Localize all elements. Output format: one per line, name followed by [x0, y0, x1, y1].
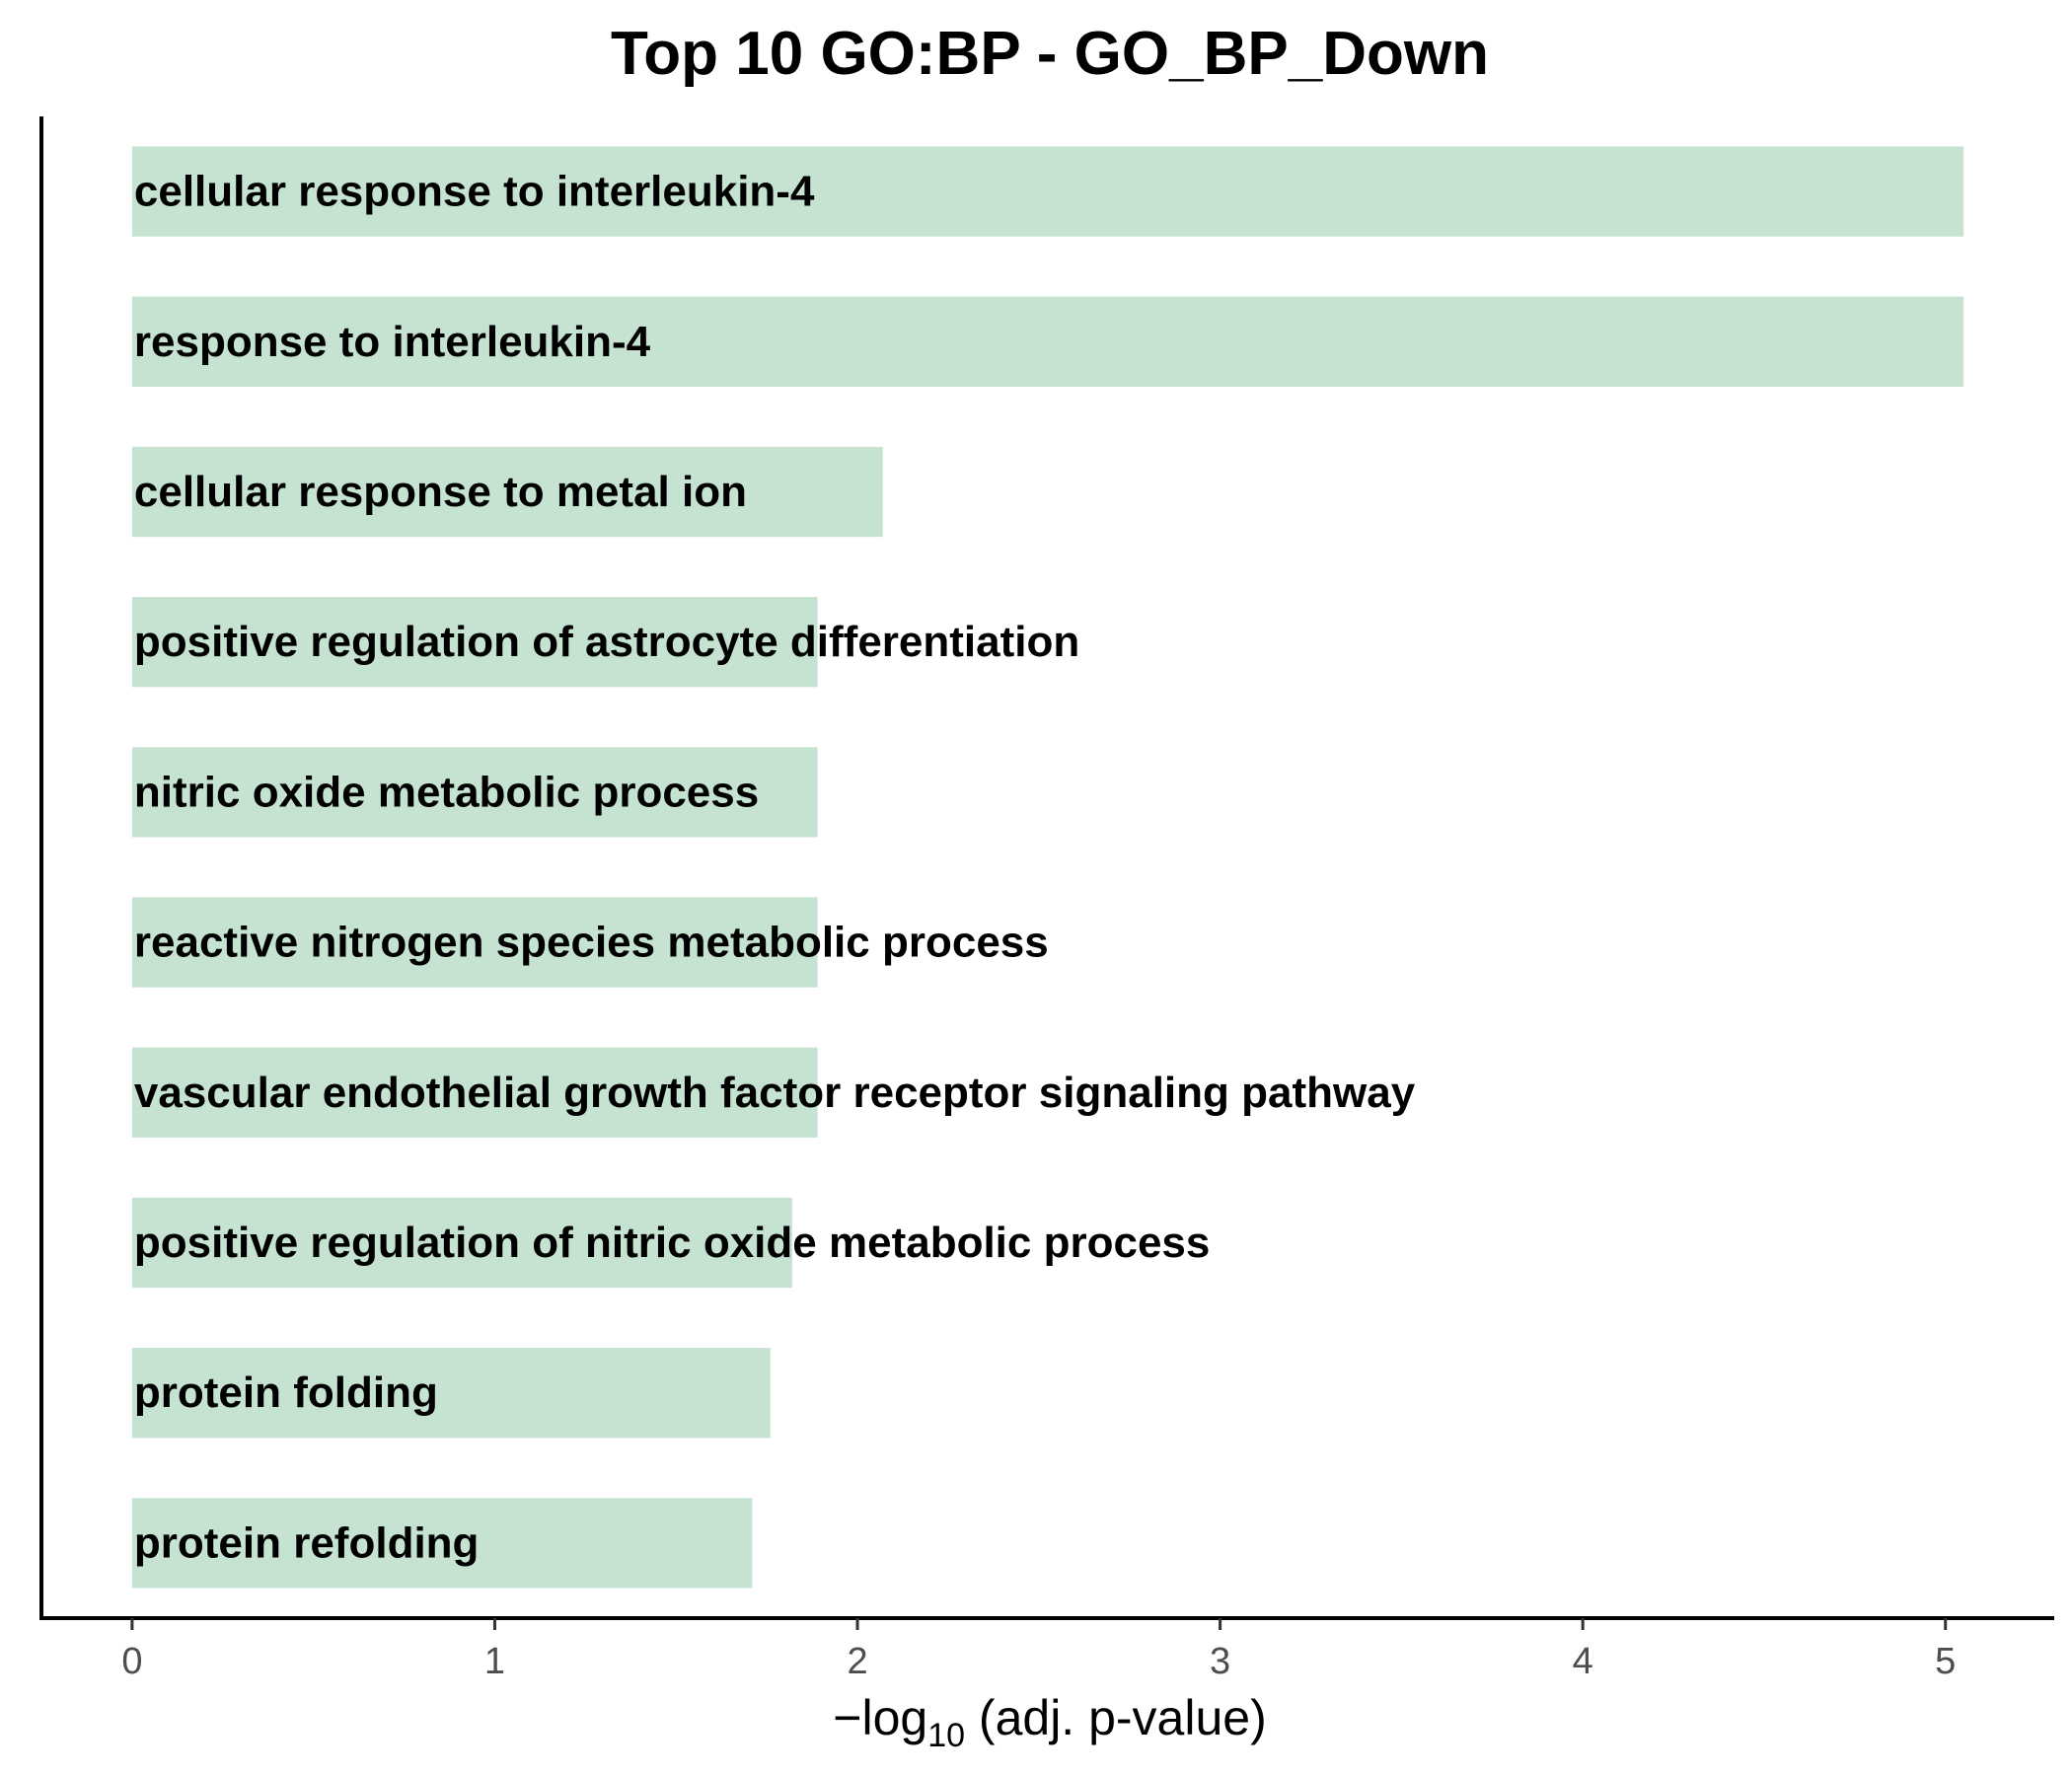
x-tick-label: 4 — [1573, 1641, 1593, 1682]
bar — [131, 897, 818, 988]
x-tick-label: 0 — [121, 1641, 142, 1682]
bar-label: protein refolding — [134, 1518, 480, 1567]
bar-label: cellular response to interleukin-4 — [134, 168, 815, 216]
bar-label: protein folding — [134, 1369, 438, 1417]
bar-label: cellular response to metal ion — [134, 468, 747, 516]
bars — [131, 146, 1964, 1589]
bar — [131, 296, 1964, 387]
x-tick-label: 3 — [1210, 1641, 1230, 1682]
bar-labels: cellular response to interleukin-4 respon… — [134, 168, 1416, 1568]
bar — [131, 446, 883, 538]
bar-label: positive regulation of nitric oxide meta… — [134, 1219, 1210, 1267]
bar-label: positive regulation of astrocyte differe… — [134, 618, 1079, 666]
bar — [131, 1498, 753, 1589]
x-axis-title: −log10 (adj. p-value) — [833, 1690, 1266, 1754]
bar — [131, 1348, 771, 1439]
bar-label: vascular endothelial growth factor recep… — [134, 1069, 1416, 1117]
bar-label: reactive nitrogen species metabolic proc… — [134, 919, 1049, 967]
bar-label: response to interleukin-4 — [134, 318, 651, 366]
x-axis-ticks: 0 1 2 3 4 5 — [121, 1618, 1956, 1682]
bar — [131, 146, 1964, 237]
bar — [131, 1047, 818, 1138]
x-tick-label: 2 — [847, 1641, 867, 1682]
bar — [131, 597, 818, 688]
bar — [131, 1197, 792, 1289]
x-tick-label: 5 — [1935, 1641, 1956, 1682]
bar — [131, 747, 818, 838]
x-tick-label: 1 — [484, 1641, 505, 1682]
bar-label: nitric oxide metabolic process — [134, 768, 759, 816]
chart-title: Top 10 GO:BP - GO_BP_Down — [611, 20, 1489, 88]
